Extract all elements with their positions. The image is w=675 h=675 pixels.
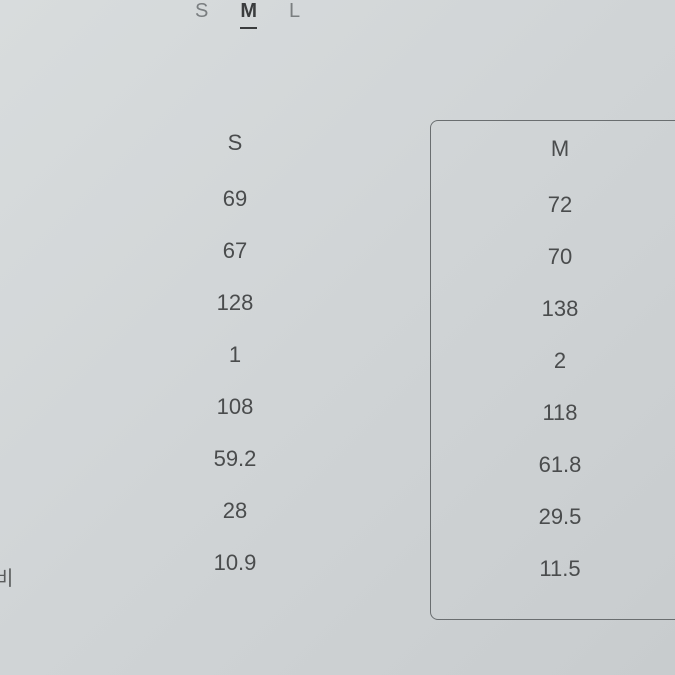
size-tabs: S M L (195, 0, 300, 29)
table-cell: 108 (105, 394, 365, 420)
tab-l[interactable]: L (289, 0, 300, 29)
size-table: 비 S 69 67 128 1 108 59.2 28 10.9 M 72 70… (0, 120, 675, 640)
table-cell: 29.5 (431, 504, 675, 530)
row-label-partial: 비 (0, 562, 13, 591)
table-cell: 11.5 (431, 556, 675, 582)
tab-s[interactable]: S (195, 0, 208, 29)
table-cell: 70 (431, 244, 675, 270)
table-cell: 28 (105, 498, 365, 524)
tab-m[interactable]: M (240, 0, 257, 29)
table-cell: 59.2 (105, 446, 365, 472)
table-cell: 69 (105, 186, 365, 212)
table-cell: 10.9 (105, 550, 365, 576)
table-cell: 128 (105, 290, 365, 316)
column-m-selected: M 72 70 138 2 118 61.8 29.5 11.5 (430, 120, 675, 620)
column-s-header: S (105, 130, 365, 156)
table-cell: 67 (105, 238, 365, 264)
table-cell: 118 (431, 400, 675, 426)
column-m-header: M (431, 136, 675, 162)
table-cell: 2 (431, 348, 675, 374)
table-cell: 72 (431, 192, 675, 218)
column-s: S 69 67 128 1 108 59.2 28 10.9 (105, 120, 365, 602)
table-cell: 138 (431, 296, 675, 322)
table-cell: 61.8 (431, 452, 675, 478)
table-cell: 1 (105, 342, 365, 368)
